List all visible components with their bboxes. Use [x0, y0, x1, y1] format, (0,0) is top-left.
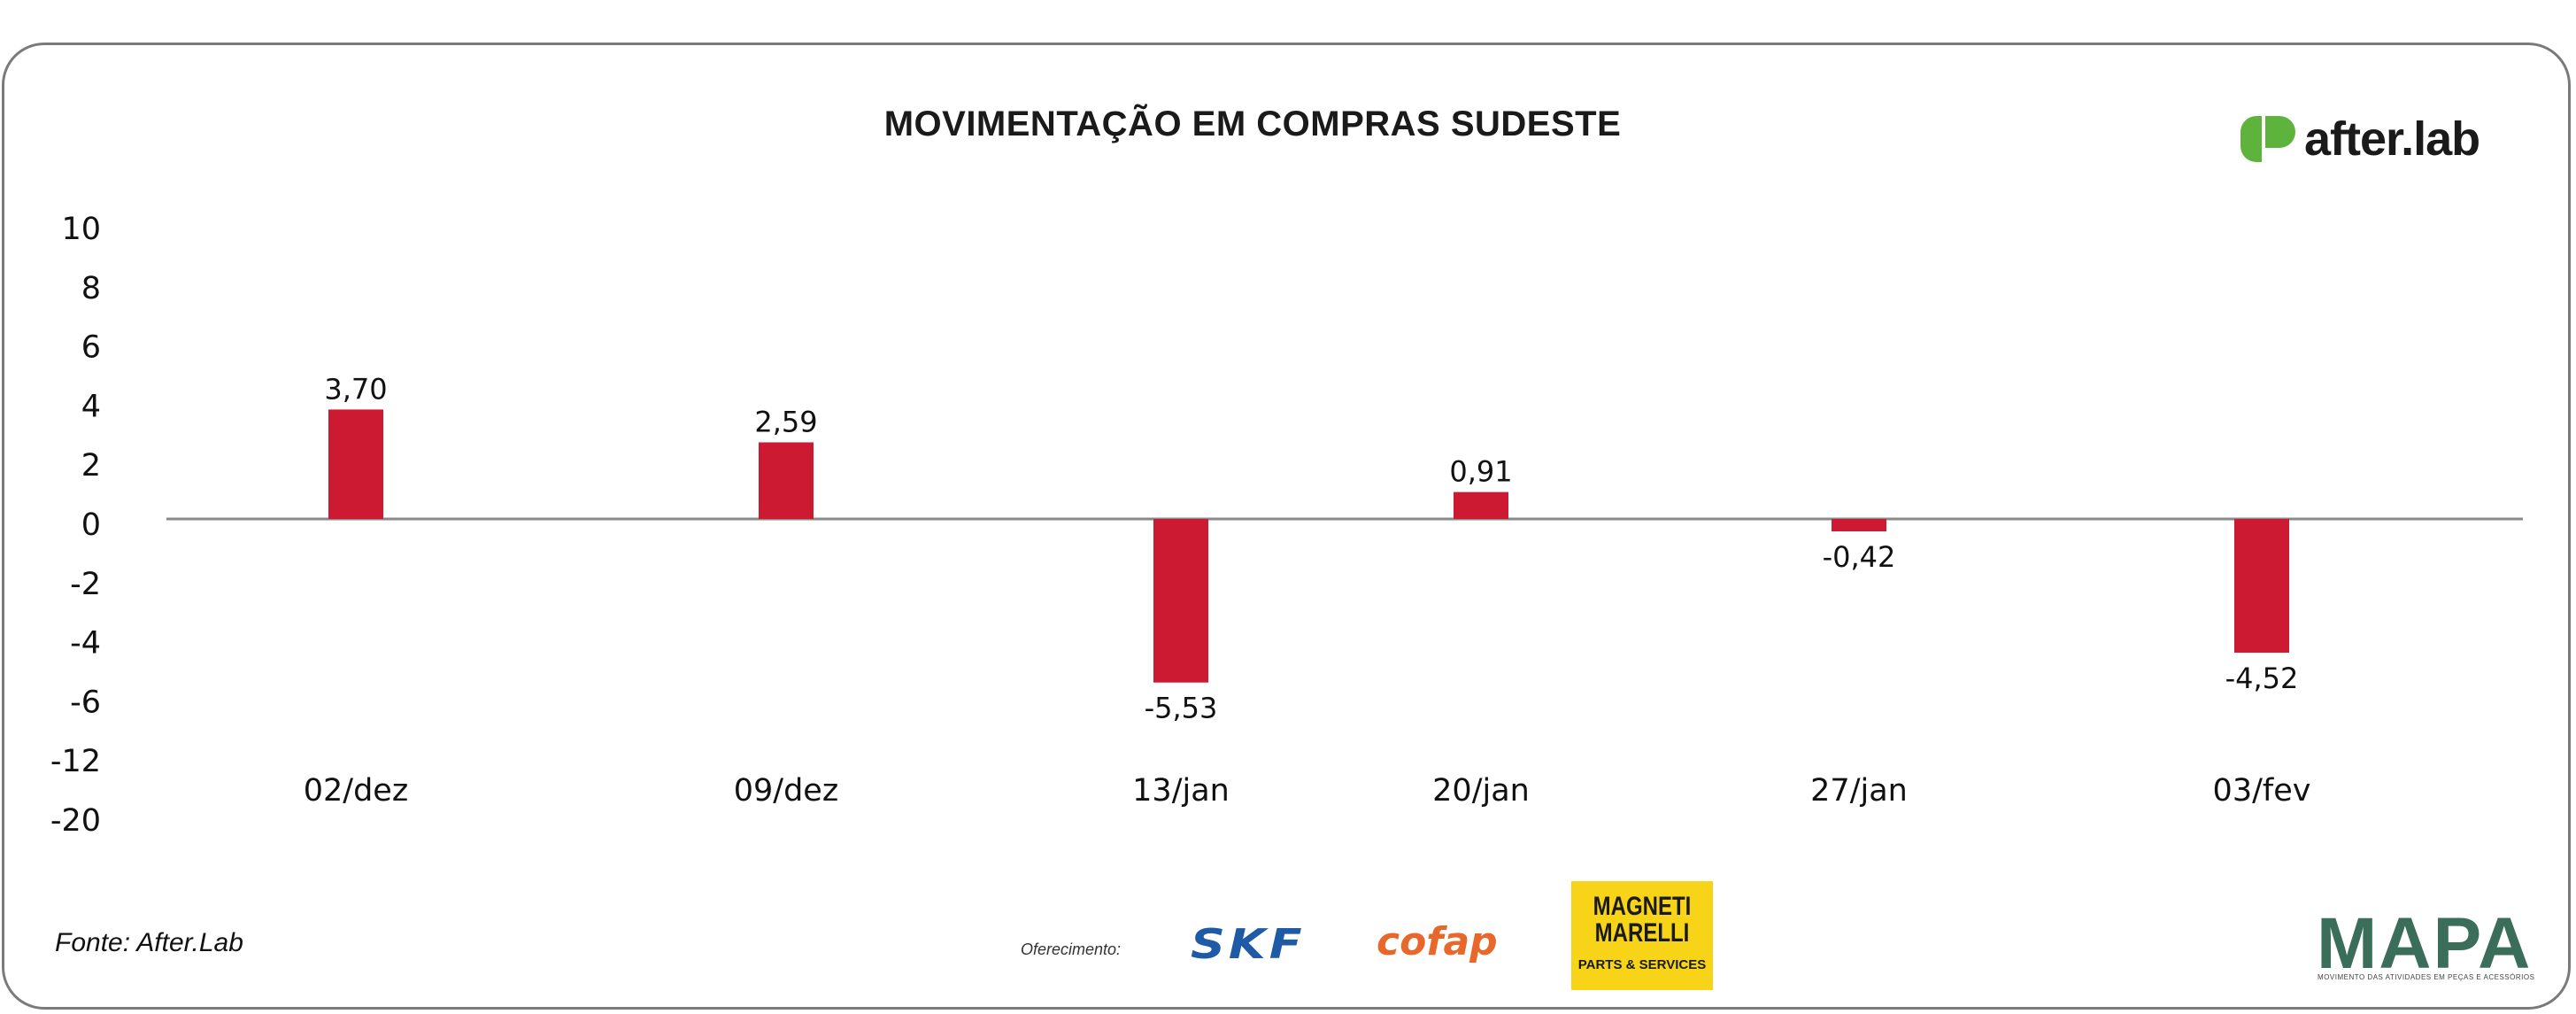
bar	[1832, 519, 1886, 532]
data-label: 0,91	[1449, 455, 1512, 489]
x-tick-label: 09/dez	[734, 773, 838, 809]
magneti-marelli-name: MAGNETI MARELLI	[1593, 892, 1692, 948]
data-label: -5,53	[1145, 692, 1218, 725]
bar	[1454, 492, 1508, 519]
y-tick-label: -2	[70, 567, 101, 602]
y-tick-label: 8	[81, 271, 101, 306]
chart-card	[2, 43, 2571, 1010]
y-tick-label: 0	[81, 507, 101, 543]
data-label: -0,42	[1823, 540, 1896, 574]
cofap-logo: cofap	[1377, 919, 1498, 964]
data-labels: 3,70 2,59 -5,53 0,91 -0,42 -4,52	[324, 372, 2298, 724]
x-tick-label: 02/dez	[304, 773, 408, 809]
y-tick-label: -20	[50, 803, 101, 839]
x-tick-label: 13/jan	[1132, 773, 1230, 809]
y-tick-label: -6	[70, 685, 101, 720]
y-tick-label: 10	[61, 212, 101, 247]
mapa-tagline: MOVIMENTO DAS ATIVIDADES EM PEÇAS E ACES…	[2318, 973, 2535, 981]
data-label: -4,52	[2225, 662, 2299, 695]
mapa-logo: MAPA	[2317, 903, 2533, 984]
skf-logo: SKF	[1191, 920, 1306, 969]
magneti-marelli-tagline: PARTS & SERVICES	[1577, 957, 1707, 972]
x-tick-label: 27/jan	[1810, 773, 1908, 809]
bar	[328, 409, 383, 519]
y-tick-label: 6	[81, 330, 101, 366]
chart-title: MOVIMENTAÇÃO EM COMPRAS SUDESTE	[883, 104, 1622, 143]
data-label: 2,59	[754, 405, 817, 438]
source-note: Fonte: After.Lab	[55, 928, 243, 957]
y-axis-ticks: 10 8 6 4 2 0 -2 -4 -6 -12 -20	[50, 212, 101, 839]
x-axis-labels: 02/dez 09/dez 13/jan 20/jan 27/jan 03/fev	[304, 773, 2311, 809]
data-label: 3,70	[324, 372, 387, 406]
bar	[759, 442, 814, 519]
bars	[328, 409, 2289, 683]
x-tick-label: 03/fev	[2213, 773, 2311, 809]
y-tick-label: 4	[81, 389, 101, 424]
after-lab-logo: after.lab	[2235, 108, 2480, 170]
bar	[2234, 519, 2289, 653]
after-lab-wordmark: after.lab	[2304, 112, 2480, 166]
magneti-marelli-logo: MAGNETI MARELLI PARTS & SERVICES	[1571, 881, 1713, 990]
x-tick-label: 20/jan	[1432, 773, 1530, 809]
sponsor-label: Oferecimento:	[1021, 940, 1122, 958]
y-tick-label: -12	[50, 744, 101, 779]
after-lab-mark-icon	[2241, 116, 2295, 162]
y-tick-label: -4	[70, 626, 101, 662]
y-tick-label: 2	[81, 448, 101, 484]
bar	[1153, 519, 1208, 683]
